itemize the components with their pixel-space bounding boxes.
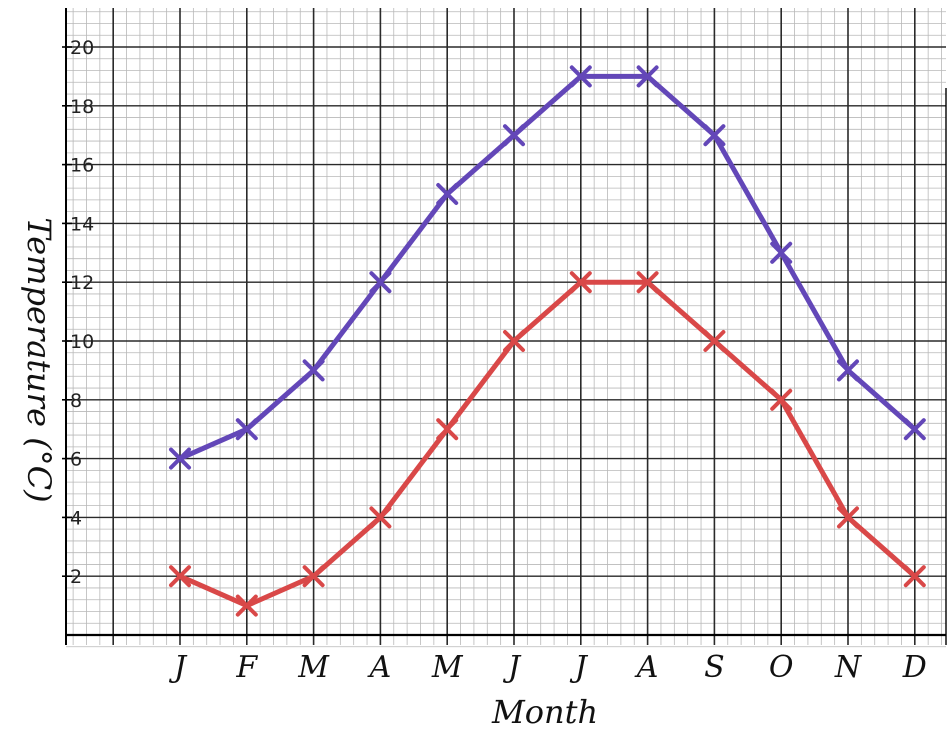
- data-point: [169, 565, 191, 588]
- x-category-label: J: [502, 650, 522, 685]
- data-point: [302, 359, 325, 382]
- data-point: [503, 124, 525, 147]
- data-point: [503, 330, 525, 352]
- data-point: [369, 271, 392, 294]
- data-point: [703, 124, 726, 147]
- series-2: [169, 271, 926, 617]
- y-tick-label: 4: [70, 507, 82, 529]
- y-tick-label: 20: [70, 37, 94, 59]
- data-point: [903, 418, 926, 441]
- series-line: [177, 73, 918, 462]
- data-point: [235, 418, 258, 441]
- data-point: [569, 271, 592, 294]
- y-tick-label: 6: [70, 449, 82, 471]
- data-point: [770, 241, 793, 264]
- y-tick-label: 10: [70, 331, 94, 353]
- x-category-label: S: [704, 650, 725, 685]
- data-point: [235, 594, 258, 617]
- x-category-label: D: [902, 650, 927, 685]
- data-point: [369, 506, 392, 529]
- series-line: [177, 279, 918, 609]
- x-category-label: M: [431, 650, 464, 685]
- data-point: [837, 359, 859, 382]
- y-tick-label: 16: [70, 155, 94, 177]
- y-axis-title: Temperature (°C): [20, 217, 58, 502]
- data-point: [770, 388, 793, 411]
- data-point: [903, 565, 926, 588]
- data-point: [169, 447, 191, 470]
- data-point: [569, 65, 592, 88]
- data-point: [703, 330, 726, 352]
- series-group: [169, 65, 926, 617]
- y-tick-label: 8: [70, 390, 82, 412]
- minor-grid: [66, 8, 946, 648]
- x-category-label: M: [297, 650, 330, 685]
- data-point: [636, 271, 659, 294]
- x-category-label: O: [769, 650, 794, 685]
- axes: [65, 8, 947, 645]
- x-category-label: N: [834, 650, 863, 685]
- data-point: [636, 65, 659, 88]
- x-category-label: J: [569, 650, 589, 685]
- data-point: [436, 183, 459, 205]
- y-tick-label: 18: [70, 96, 94, 118]
- data-point: [837, 506, 859, 529]
- x-category-label: A: [367, 650, 392, 685]
- x-category-label: F: [235, 650, 258, 685]
- x-category-label: A: [634, 650, 659, 685]
- y-tick-label: 14: [70, 213, 94, 235]
- y-tick-label: 12: [70, 272, 94, 294]
- x-axis-title: Month: [491, 693, 598, 729]
- series-1: [169, 65, 926, 470]
- x-category-label: J: [168, 650, 188, 685]
- y-tick-label: 2: [70, 566, 82, 588]
- data-point: [436, 418, 459, 441]
- data-point: [302, 565, 325, 588]
- y-tick-labels: 2 4 6 8 10 12 14 16 18 20: [62, 37, 94, 588]
- major-grid: [66, 8, 946, 645]
